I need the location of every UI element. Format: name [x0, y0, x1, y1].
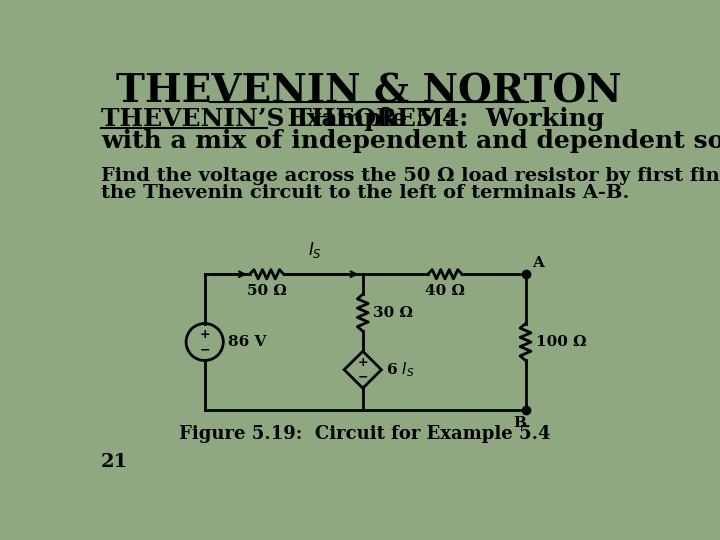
Text: the Thevenin circuit to the left of terminals A-B.: the Thevenin circuit to the left of term…	[101, 184, 629, 202]
Text: Figure 5.19:  Circuit for Example 5.4: Figure 5.19: Circuit for Example 5.4	[179, 425, 551, 443]
Text: 30 Ω: 30 Ω	[373, 306, 413, 320]
Text: 86 V: 86 V	[228, 335, 266, 349]
Text: B: B	[513, 416, 526, 430]
Text: 100 Ω: 100 Ω	[536, 335, 586, 349]
Text: +: +	[358, 356, 368, 369]
Text: +: +	[199, 328, 210, 341]
Text: with a mix of independent and dependent sources.: with a mix of independent and dependent …	[101, 129, 720, 153]
Text: 50 Ω: 50 Ω	[247, 284, 287, 298]
Text: A: A	[532, 255, 544, 269]
Text: 6 $I_S$: 6 $I_S$	[386, 360, 415, 379]
Text: 21: 21	[101, 454, 128, 471]
Text: Example 5.4:  Working: Example 5.4: Working	[270, 107, 604, 131]
Text: $I_S$: $I_S$	[307, 240, 322, 260]
Text: THEVENIN & NORTON: THEVENIN & NORTON	[116, 72, 622, 111]
Text: −: −	[199, 343, 210, 356]
Text: −: −	[358, 370, 368, 383]
Text: 40 Ω: 40 Ω	[425, 284, 465, 298]
Text: Find the voltage across the 50 Ω load resistor by first finding: Find the voltage across the 50 Ω load re…	[101, 167, 720, 185]
Text: THEVENIN’S THEOREM:: THEVENIN’S THEOREM:	[101, 107, 452, 131]
